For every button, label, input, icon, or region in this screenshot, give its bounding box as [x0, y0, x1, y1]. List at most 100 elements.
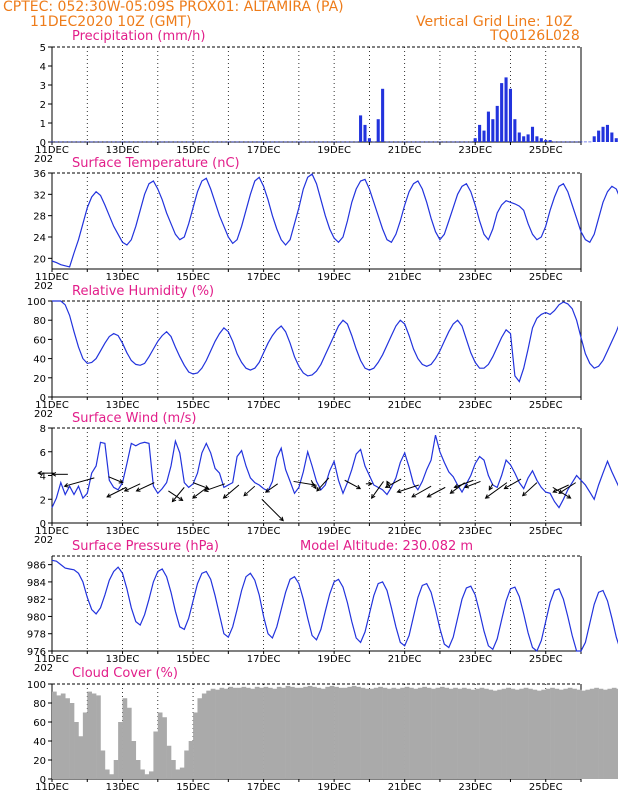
- precip-bar: [217, 141, 222, 143]
- xtick-label-rh-19: 19DEC: [317, 400, 351, 411]
- cloud-bar: [272, 688, 278, 779]
- cloud-bar: [148, 771, 154, 779]
- precip-bar: [98, 141, 103, 143]
- wind-vector-head: [37, 470, 43, 476]
- xtick-label-rh-23: 23DEC: [458, 400, 492, 411]
- precip-bar: [579, 141, 583, 143]
- precip-bar: [553, 141, 557, 143]
- precip-bar: [191, 141, 195, 143]
- cloud-bar: [320, 688, 326, 779]
- xtick-label-precip-19: 19DEC: [317, 145, 351, 156]
- cloud-bar: [188, 741, 194, 779]
- precip-bar: [143, 141, 147, 143]
- cloud-bar: [506, 687, 511, 779]
- xtick-label-wind-13: 13DEC: [106, 526, 140, 537]
- precip-bar: [244, 141, 248, 143]
- xtick-label-pres-11: 11DEC: [35, 654, 69, 665]
- precip-bar: [601, 126, 605, 142]
- ytick-label-wind-8: 8: [40, 424, 46, 435]
- cloud-bar: [563, 688, 569, 779]
- precip-bar: [288, 141, 292, 143]
- precip-bar: [319, 141, 323, 143]
- wind-vector-head: [552, 488, 558, 493]
- cloud-bar: [276, 686, 282, 779]
- precip-bar: [173, 141, 177, 143]
- cloud-bar: [554, 688, 560, 779]
- cloud-bar: [316, 687, 322, 779]
- cloud-bar: [510, 688, 516, 779]
- cloud-bar: [492, 690, 498, 779]
- cloud-bar: [298, 687, 304, 779]
- cloud-bar: [382, 687, 388, 779]
- cloud-bar: [303, 686, 308, 779]
- cloud-bar: [245, 687, 251, 779]
- wind-vector: [265, 483, 278, 493]
- series-line-pres: [51, 559, 618, 652]
- xtick-label-rh-13: 13DEC: [106, 400, 140, 411]
- wind-vector: [192, 482, 209, 490]
- wind-vector: [124, 483, 141, 492]
- precip-bar: [407, 141, 411, 143]
- cloud-bar: [426, 687, 432, 779]
- wind-vector: [411, 485, 432, 498]
- cloud-bar: [241, 686, 247, 779]
- xtick-label-precip-17: 17DEC: [247, 145, 281, 156]
- precip-bar: [195, 141, 200, 143]
- xtick-label-cloud-13: 13DEC: [106, 782, 140, 793]
- xtick-label-pres-13: 13DEC: [106, 654, 140, 665]
- xtick-label-precip-11: 11DEC: [35, 145, 69, 156]
- header-grid-line-note: Vertical Grid Line: 10Z: [416, 14, 573, 30]
- xtick-label-pres-23: 23DEC: [458, 654, 492, 665]
- panel-subtitle-pres: Model Altitude: 230.082 m: [300, 539, 473, 554]
- wind-vector: [64, 477, 95, 487]
- ytick-label-cloud-80: 80: [33, 699, 46, 710]
- precip-bar: [350, 141, 354, 143]
- wind-vector-head: [384, 483, 390, 488]
- cloud-bar: [290, 686, 295, 779]
- cloud-bar: [126, 707, 132, 779]
- wind-vector: [106, 486, 127, 498]
- precip-bar: [94, 141, 98, 143]
- wind-vector-head: [171, 497, 177, 503]
- precip-bar: [389, 141, 393, 143]
- wind-vector: [488, 483, 494, 491]
- cloud-bar: [65, 698, 70, 779]
- xtick-label-rh-25: 25DEC: [529, 400, 563, 411]
- cloud-bar: [484, 688, 489, 779]
- cloud-bar: [342, 687, 348, 779]
- precip-bar: [610, 132, 614, 142]
- wind-vector: [293, 480, 316, 486]
- precip-bar: [200, 141, 204, 143]
- precip-bar: [103, 141, 107, 143]
- ytick-label-precip-5: 5: [40, 43, 46, 54]
- wind-vector: [427, 486, 446, 498]
- wind-vector-head: [396, 488, 402, 494]
- cloud-bar: [444, 687, 450, 779]
- precip-bar: [566, 141, 570, 143]
- cloud-bar: [523, 687, 529, 779]
- precip-bar: [592, 136, 596, 142]
- wind-vector: [316, 477, 330, 492]
- cloud-bar: [417, 687, 423, 779]
- cloud-bar: [466, 688, 472, 779]
- cloud-bar: [78, 736, 84, 779]
- wind-vector: [192, 486, 208, 499]
- precip-bar: [447, 141, 451, 143]
- precip-bar: [394, 141, 398, 143]
- wind-vector-head: [316, 486, 321, 492]
- precip-bar: [235, 141, 239, 143]
- precip-bar: [473, 138, 477, 142]
- cloud-bar: [237, 687, 242, 779]
- precip-bar: [63, 141, 67, 143]
- cloud-bar: [184, 750, 189, 779]
- precip-bar: [367, 138, 371, 142]
- wind-vector-head: [426, 493, 432, 498]
- cloud-bar: [210, 688, 216, 779]
- wind-vector-head: [243, 491, 249, 497]
- xtick-label-temp-13: 13DEC: [106, 272, 140, 283]
- cloud-bar: [576, 689, 582, 779]
- cloud-bar: [91, 693, 97, 779]
- xtick-label-rh-15: 15DEC: [176, 400, 210, 411]
- precip-bar: [403, 141, 407, 143]
